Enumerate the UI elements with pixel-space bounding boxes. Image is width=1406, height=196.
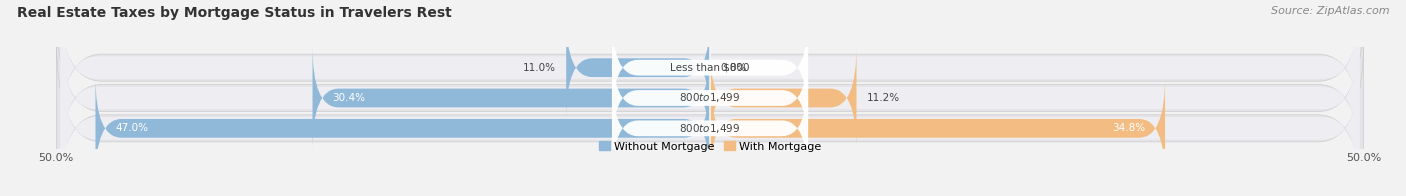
Text: Real Estate Taxes by Mortgage Status in Travelers Rest: Real Estate Taxes by Mortgage Status in …	[17, 6, 451, 20]
FancyBboxPatch shape	[56, 5, 1364, 191]
FancyBboxPatch shape	[567, 16, 710, 119]
FancyBboxPatch shape	[60, 0, 1360, 141]
Text: $800 to $1,499: $800 to $1,499	[679, 92, 741, 104]
Text: 11.2%: 11.2%	[868, 93, 900, 103]
Legend: Without Mortgage, With Mortgage: Without Mortgage, With Mortgage	[599, 142, 821, 152]
Text: 0.0%: 0.0%	[720, 63, 747, 73]
FancyBboxPatch shape	[96, 77, 710, 180]
Text: 47.0%: 47.0%	[115, 123, 148, 133]
Text: Less than $800: Less than $800	[671, 63, 749, 73]
FancyBboxPatch shape	[60, 55, 1360, 196]
FancyBboxPatch shape	[710, 77, 1166, 180]
Text: 34.8%: 34.8%	[1112, 123, 1146, 133]
FancyBboxPatch shape	[56, 36, 1364, 196]
Text: 30.4%: 30.4%	[332, 93, 366, 103]
Text: Source: ZipAtlas.com: Source: ZipAtlas.com	[1271, 6, 1389, 16]
Text: $800 to $1,499: $800 to $1,499	[679, 122, 741, 135]
FancyBboxPatch shape	[710, 47, 856, 149]
FancyBboxPatch shape	[56, 0, 1364, 160]
Text: 11.0%: 11.0%	[523, 63, 555, 73]
FancyBboxPatch shape	[612, 15, 808, 120]
FancyBboxPatch shape	[612, 76, 808, 181]
FancyBboxPatch shape	[60, 24, 1360, 172]
FancyBboxPatch shape	[612, 45, 808, 151]
FancyBboxPatch shape	[312, 47, 710, 149]
